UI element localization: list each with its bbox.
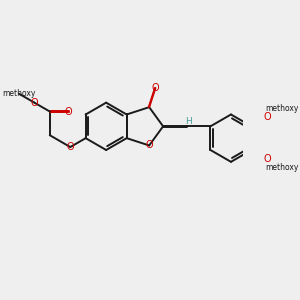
Text: O: O (65, 106, 73, 116)
Text: O: O (67, 142, 74, 152)
Text: O: O (31, 98, 38, 108)
Text: H: H (185, 117, 192, 126)
Text: methoxy: methoxy (266, 163, 299, 172)
Text: O: O (263, 154, 271, 164)
Text: O: O (263, 112, 271, 122)
Text: methoxy: methoxy (266, 104, 299, 113)
Text: O: O (152, 83, 159, 93)
Text: methoxy: methoxy (2, 89, 36, 98)
Text: O: O (146, 140, 153, 151)
